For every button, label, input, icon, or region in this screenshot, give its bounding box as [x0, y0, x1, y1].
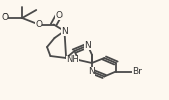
Text: N: N — [61, 26, 68, 36]
Text: O: O — [1, 14, 8, 22]
Text: NH: NH — [66, 56, 79, 64]
Text: Br: Br — [132, 67, 142, 76]
Text: N: N — [88, 67, 95, 76]
Text: O: O — [35, 20, 42, 29]
Text: N: N — [84, 41, 91, 50]
Text: O: O — [1, 14, 8, 22]
Text: O: O — [55, 11, 62, 20]
